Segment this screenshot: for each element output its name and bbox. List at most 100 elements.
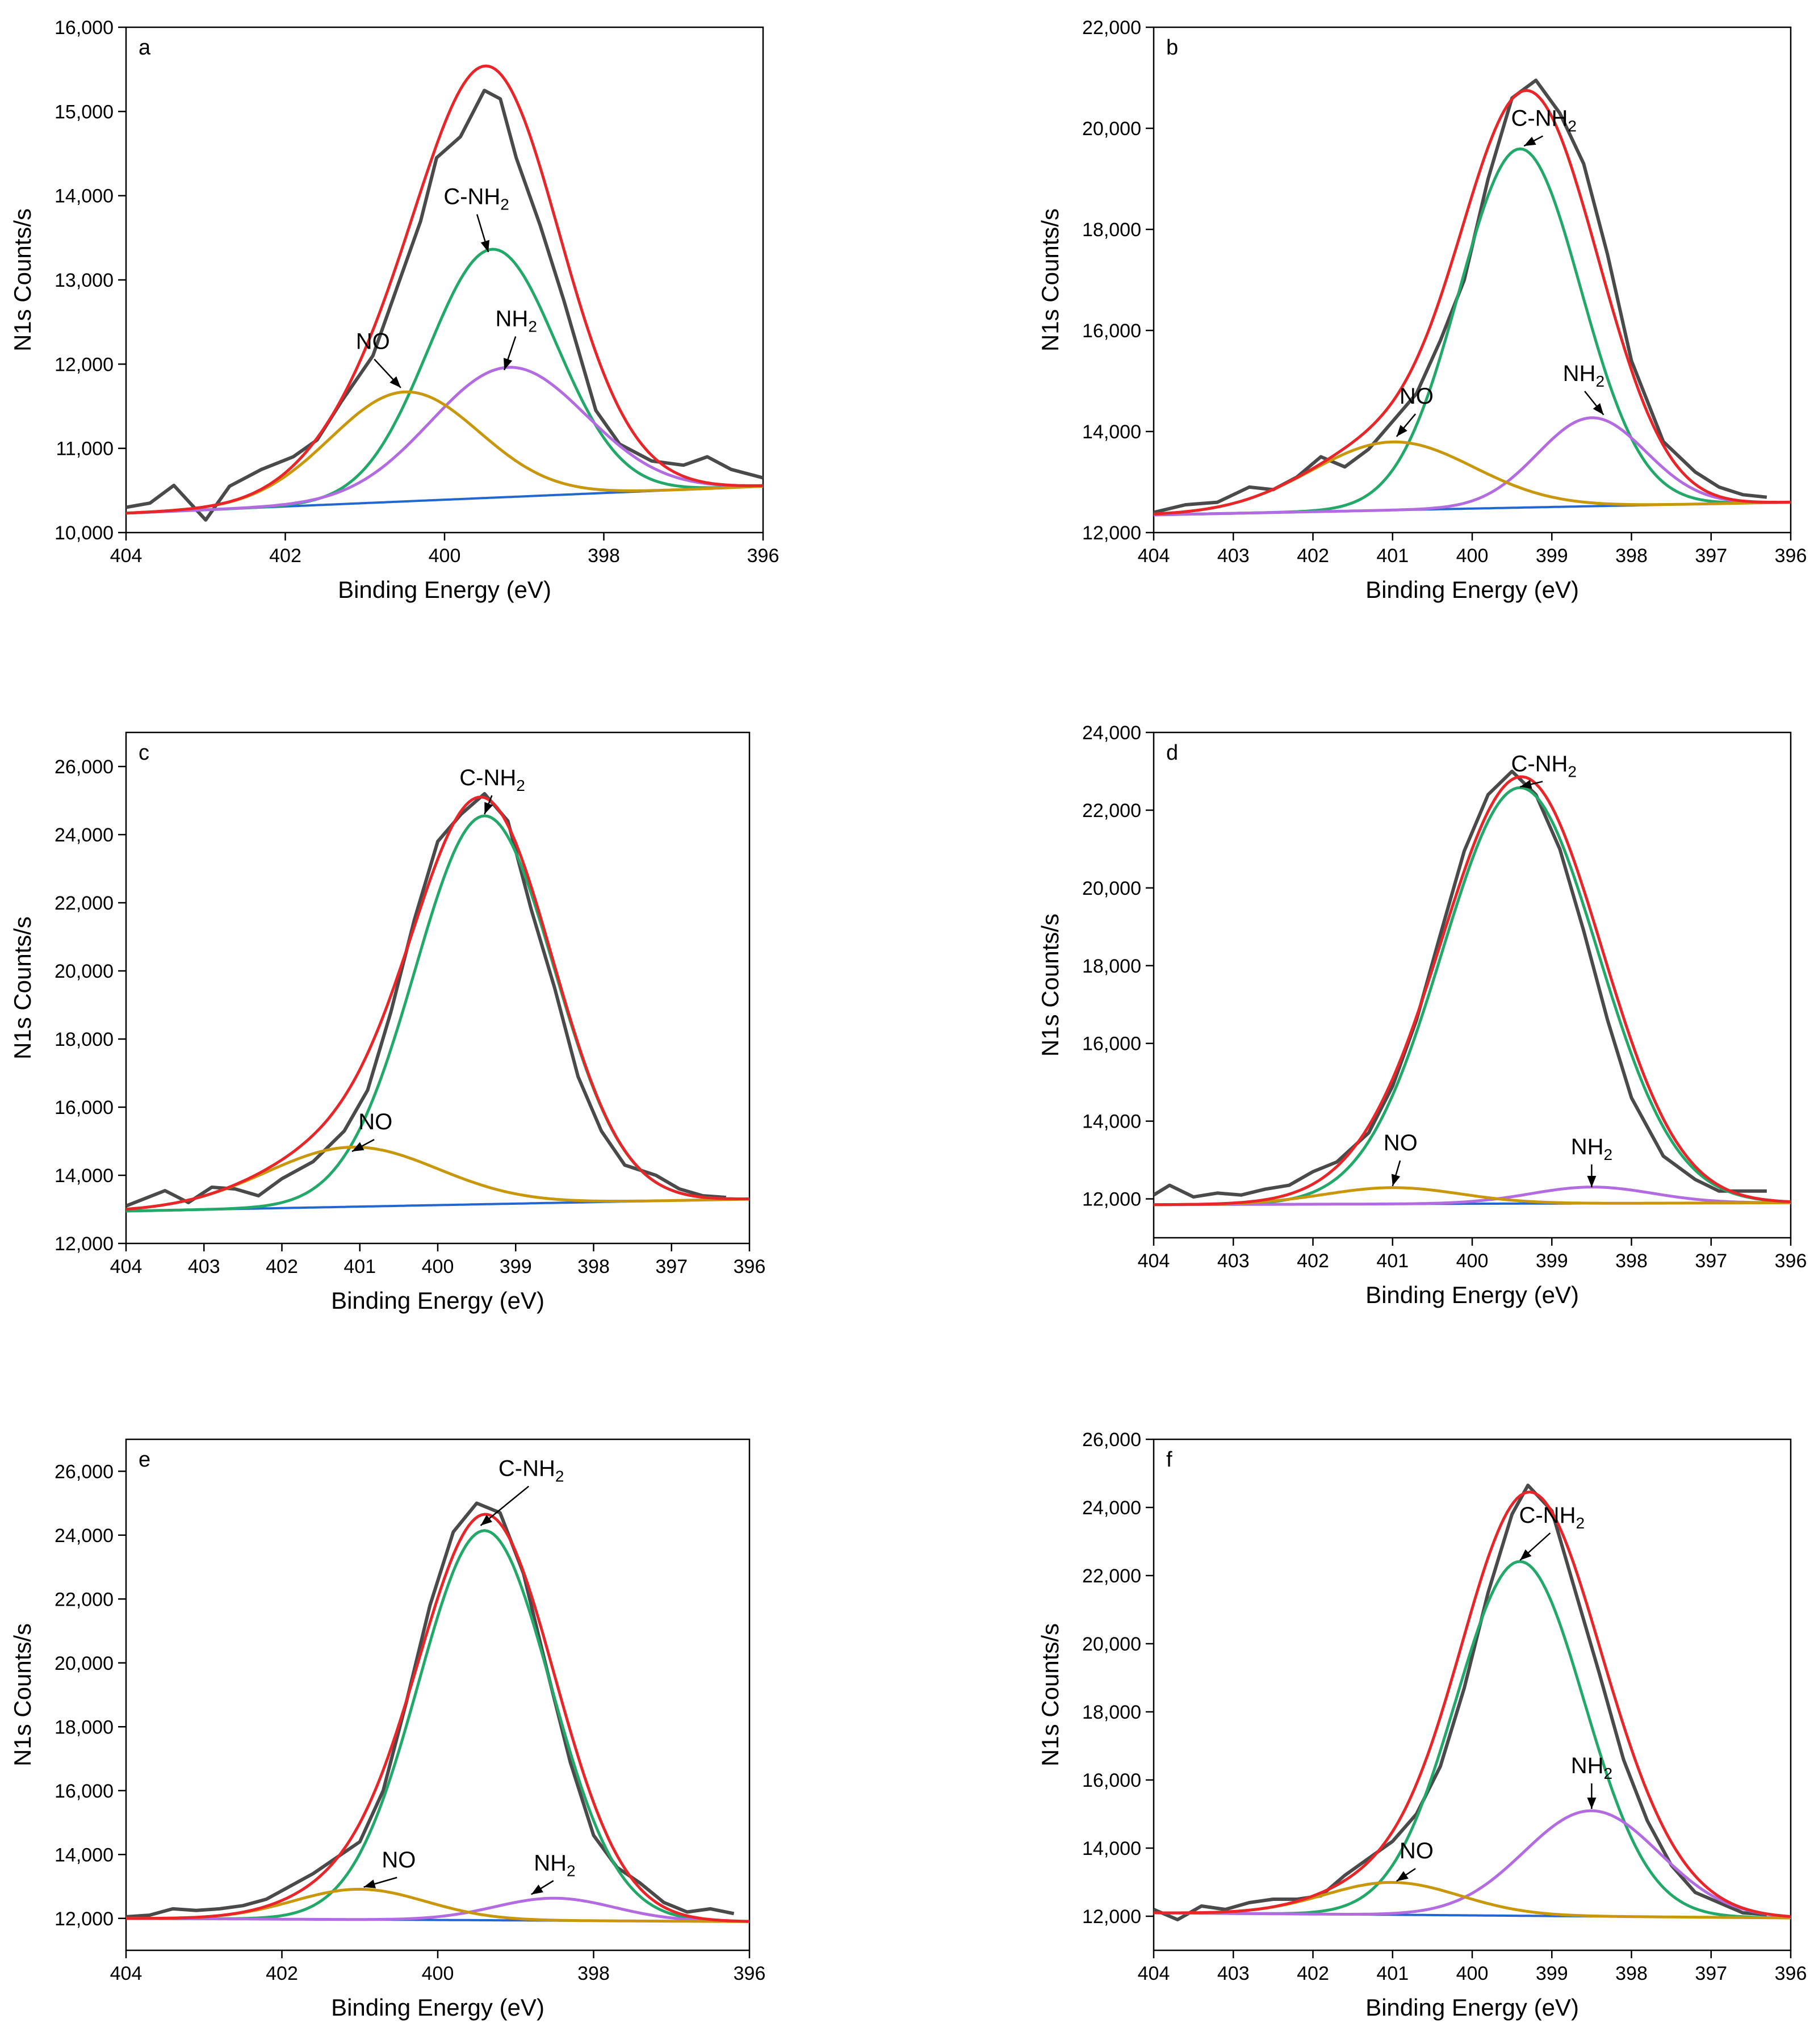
chart-panel-d: 404 403 402 401 400 399 398 397 396 12,000 14,000 1… [1037,722,1807,1308]
envelope-fit-line [1154,775,1791,1207]
envelope-fit-line [1154,89,1791,516]
y-tick-label: 13,000 [55,270,114,291]
x-tick-label: 397 [1695,545,1727,567]
x-tick-label: 400 [1456,545,1489,567]
x-axis-title: Binding Energy (eV) [1365,576,1579,603]
envelope-fit-line [126,1513,749,1923]
envelope-fit-line [126,64,763,515]
peak-annotation: NO [356,329,390,354]
x-tick-label: 404 [1138,1250,1170,1272]
y-tick-label: 22,000 [1082,800,1141,822]
peak-annotation: NH2 [1563,361,1604,390]
y-tick-label: 14,000 [1082,421,1141,443]
nh2-component-line [1154,1186,1791,1207]
y-tick-label: 18,000 [55,1716,114,1738]
x-tick-label: 398 [588,545,620,567]
raw-data-line [1154,769,1767,1199]
x-tick-label: 396 [1775,545,1807,567]
x-tick-label: 396 [734,1256,766,1278]
y-tick-label: 20,000 [55,1653,114,1674]
x-tick-label: 403 [188,1256,220,1278]
x-tick-label: 400 [429,545,461,567]
plot-frame [1153,26,1792,534]
x-tick-label: 404 [1138,1963,1170,1984]
y-tick-label: 16,000 [1082,320,1141,342]
nh2-component-line [1154,416,1791,517]
y-tick-label: 16,000 [1082,1033,1141,1055]
x-tick-label: 398 [1615,1250,1648,1272]
annotation-arrowhead [1396,1871,1409,1882]
x-tick-label: 404 [110,1963,143,1984]
raw-data-line [1154,1484,1767,1921]
y-tick-label: 22,000 [1082,17,1141,39]
peak-annotation: C-NH2 [1519,1503,1585,1532]
chart-panel-b: 404 403 402 401 400 399 398 397 396 12,000 14,000 1… [1037,17,1807,603]
x-tick-label: 402 [269,545,301,567]
peak-annotation: C-NH2 [1511,106,1577,135]
y-axis-title: N1s Counts/s [9,916,36,1059]
curves [126,64,763,522]
y-tick-label: 12,000 [55,354,114,375]
x-tick-label: 400 [422,1256,454,1278]
x-tick-label: 403 [1217,1963,1250,1984]
panel-letter: c [139,741,149,765]
raw-data-line [1154,78,1767,514]
x-tick-label: 399 [500,1256,532,1278]
peak-annotation: C-NH2 [443,185,509,213]
x-axis-title: Binding Energy (eV) [331,1287,544,1314]
y-tick-label: 18,000 [1082,219,1141,241]
x-tick-label: 396 [1775,1963,1807,1984]
x-axis-title: Binding Energy (eV) [331,1994,544,2021]
raw-data-line [126,792,727,1208]
plot-frame [125,26,764,534]
x-tick-label: 404 [110,1256,143,1278]
annotation-arrowhead [531,1884,543,1895]
raw-data-line [126,89,763,522]
y-tick-label: 18,000 [1082,1702,1141,1723]
y-tick-label: 22,000 [55,893,114,914]
x-tick-label: 397 [1695,1250,1727,1272]
y-tick-label: 20,000 [55,961,114,982]
x-tick-label: 398 [577,1963,610,1984]
y-tick-label: 12,000 [1082,522,1141,544]
y-tick-label: 12,000 [55,1908,114,1930]
plot-frame [125,731,751,1245]
annotation-arrowhead [1593,403,1604,415]
envelope-fit-line [1154,1490,1791,1918]
x-tick-label: 396 [734,1963,766,1984]
peak-annotation: NH2 [1571,1134,1612,1163]
annotation-arrowhead [504,358,513,370]
nh2-component-line [126,1896,749,1923]
x-axis-title: Binding Energy (eV) [1365,1994,1579,2021]
y-tick-label: 20,000 [1082,118,1141,140]
annotation-arrowhead [1391,1174,1401,1186]
y-tick-label: 14,000 [1082,1838,1141,1859]
y-tick-label: 18,000 [55,1029,114,1050]
y-tick-label: 16,000 [55,1097,114,1119]
y-tick-label: 20,000 [1082,1633,1141,1655]
peak-annotation: C-NH2 [498,1456,564,1485]
y-tick-label: 11,000 [56,438,114,460]
y-tick-label: 15,000 [55,101,114,123]
no-component-line [126,1145,749,1211]
x-tick-label: 401 [343,1256,376,1278]
x-tick-label: 402 [266,1256,298,1278]
annotation-arrowhead [1587,1798,1597,1809]
y-tick-label: 18,000 [1082,956,1141,977]
y-axis-title: N1s Counts/s [9,1623,36,1766]
peak-annotation: NO [382,1848,416,1873]
x-axis-title: Binding Energy (eV) [1365,1281,1579,1308]
x-tick-label: 401 [1376,545,1409,567]
x-tick-label: 401 [1376,1250,1409,1272]
annotation-arrowhead [480,1515,492,1526]
x-tick-label: 400 [1456,1250,1489,1272]
x-tick-label: 397 [655,1256,688,1278]
y-tick-label: 14,000 [1082,1111,1141,1133]
y-axis-title: N1s Counts/s [9,208,36,351]
curves [126,792,749,1213]
y-tick-label: 20,000 [1082,878,1141,899]
y-axis-title: N1s Counts/s [1037,1623,1063,1766]
chart-panel-f: 404 403 402 401 400 399 398 397 396 12,000 14,000 1… [1037,1429,1807,2021]
y-axis-title: N1s Counts/s [1037,914,1063,1057]
